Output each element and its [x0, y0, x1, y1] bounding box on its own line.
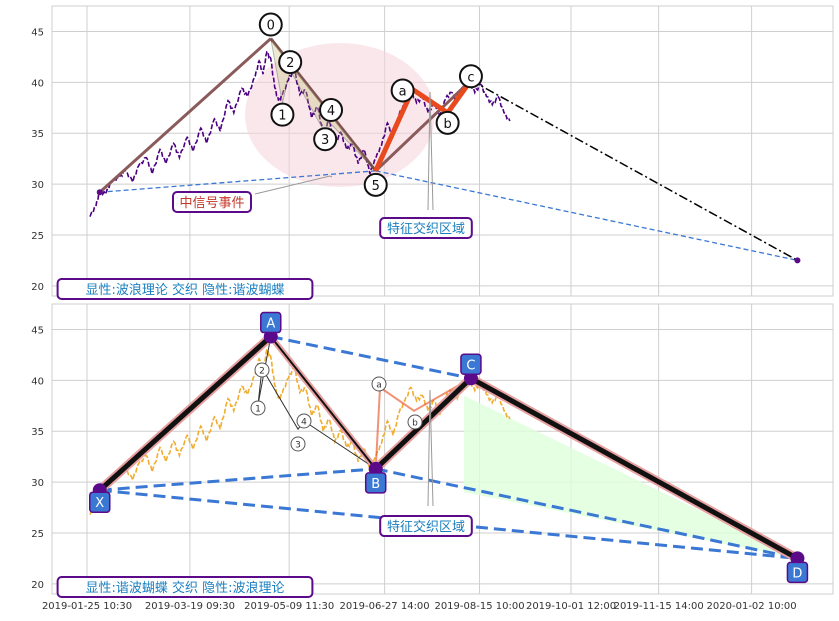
top-plot-area — [51, 5, 834, 297]
harmonic-dashed-line — [99, 467, 376, 492]
y-tick-label: 25 — [31, 231, 44, 242]
abc-label: b — [443, 117, 451, 132]
harmonic-leg — [98, 334, 273, 493]
wave-label: 4 — [327, 104, 335, 119]
wave-line — [374, 79, 472, 172]
harmonic-badge — [364, 472, 387, 494]
harmonic-label: D — [792, 566, 802, 581]
zone-label-bottom: 特征交织区域 — [387, 519, 465, 535]
signal-callout-line — [254, 175, 333, 195]
small-wave-marker — [371, 376, 387, 392]
price-series-top — [89, 50, 511, 217]
wave-label: 1 — [278, 109, 286, 124]
wave-marker — [363, 172, 388, 197]
y-tick-label: 40 — [31, 78, 44, 89]
small-wave-line — [257, 336, 376, 470]
projection-line — [470, 79, 798, 262]
y-tick-label: 35 — [31, 427, 44, 438]
abc-label: a — [399, 84, 407, 99]
x-axis: 2019-01-25 10:30 2019-03-19 09:30 2019-05-… — [42, 601, 797, 612]
abc-label: c — [467, 70, 474, 85]
harmonic-badge — [260, 311, 282, 334]
wave-label: 2 — [286, 56, 294, 71]
harmonic-leg — [269, 335, 377, 470]
x-tick-label: 2019-01-25 10:30 — [42, 601, 132, 612]
small-wave-marker — [250, 400, 266, 416]
small-wave-label: 3 — [295, 441, 301, 451]
harmonic-label: C — [466, 358, 475, 373]
y-tick-label: 35 — [31, 129, 44, 140]
harmonic-dashed-line — [270, 335, 472, 380]
y-tick-label: 30 — [31, 478, 44, 489]
small-abc-line — [374, 377, 472, 469]
harmonic-label: B — [371, 477, 380, 492]
harmonic-leg — [469, 376, 799, 561]
trend-start-marker — [96, 189, 103, 196]
zone-label-top: 特征交织区域 — [387, 221, 465, 237]
wave-label: 3 — [321, 133, 329, 148]
signal-label-box — [172, 191, 252, 213]
harmonic-badge — [460, 353, 482, 376]
x-tick-label: 2019-08-15 10:00 — [434, 601, 524, 612]
harmonic-label: A — [266, 317, 275, 332]
y-tick-label: 20 — [31, 282, 44, 293]
wave-label: 5 — [372, 179, 380, 194]
small-wave-marker — [290, 436, 306, 452]
abc-marker — [458, 64, 483, 89]
zone-callout-line — [427, 91, 434, 211]
y-tick-label: 20 — [31, 580, 44, 591]
small-wave-label: b — [412, 419, 418, 429]
harmonic-badge — [89, 491, 111, 513]
signal-label: 中信号事件 — [179, 196, 244, 211]
abc-marker — [390, 78, 415, 103]
legend-label-top-box — [56, 278, 314, 300]
y-tick-label: 25 — [31, 529, 44, 540]
legend-label-top: 显性:波浪理论 交织 隐性:谐波蝴蝶 — [85, 282, 284, 298]
y-tick-label: 40 — [31, 376, 44, 387]
y-tick-label: 45 — [31, 27, 44, 38]
wave-marker — [319, 98, 344, 123]
x-tick-label: 2020-01-02 10:00 — [707, 601, 797, 612]
small-wave-marker — [296, 413, 312, 429]
x-tick-label: 2019-11-15 14:00 — [614, 601, 704, 612]
small-wave-label: a — [376, 381, 382, 391]
y-tick-label: 45 — [31, 325, 44, 336]
abc-marker — [435, 110, 460, 135]
harmonic-badge — [786, 561, 809, 584]
wave-label: 0 — [267, 19, 275, 34]
wave-marker — [270, 102, 295, 127]
y-tick-label: 30 — [31, 180, 44, 191]
harmonic-leg — [373, 376, 473, 471]
small-wave-label: 4 — [301, 418, 307, 428]
zone-label-bottom-box — [379, 515, 473, 537]
wave-marker — [258, 12, 283, 37]
x-tick-label: 2019-06-27 14:00 — [340, 601, 430, 612]
zone-label-top-box — [379, 217, 473, 239]
zone-line — [99, 170, 376, 193]
small-wave-label: 2 — [259, 367, 265, 377]
wave-marker — [278, 50, 303, 75]
harmonic-label: X — [95, 496, 104, 511]
legend-label-bottom-box — [56, 576, 314, 598]
small-wave-label: 1 — [255, 405, 261, 415]
projection-end-marker — [794, 257, 801, 264]
small-wave-marker — [254, 362, 270, 378]
x-tick-label: 2019-10-01 12:00 — [526, 601, 616, 612]
wave-marker — [313, 127, 338, 152]
zone-callout-line-bottom — [427, 389, 434, 507]
projection-area — [464, 395, 798, 559]
wave-line — [98, 37, 272, 194]
x-tick-label: 2019-03-19 09:30 — [145, 601, 235, 612]
x-tick-label: 2019-05-09 11:30 — [244, 601, 334, 612]
legend-label-bottom: 显性:谐波蝴蝶 交织 隐性:波浪理论 — [85, 580, 284, 596]
small-wave-marker — [407, 414, 423, 430]
